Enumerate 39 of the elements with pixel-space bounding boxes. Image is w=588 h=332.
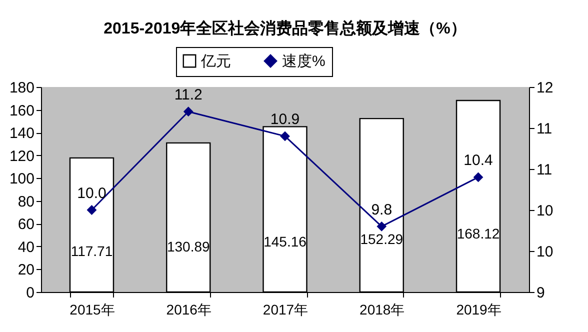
data-label: 9.8 — [371, 201, 392, 218]
point — [280, 132, 290, 141]
data-label: 10.4 — [464, 152, 493, 170]
y2-tick-label: 10 — [536, 244, 554, 260]
y2-tick-label: 12 — [536, 80, 554, 96]
data-label: 117.71 — [70, 242, 113, 259]
legend-label: 亿元 — [200, 52, 231, 70]
y-tick-label: 20 — [18, 262, 34, 279]
x-tick-label: 2018年 — [360, 302, 405, 318]
y-tick-label: 180 — [9, 80, 34, 96]
data-label: 168.12 — [456, 226, 500, 242]
x-tick-label: 2016年 — [166, 302, 212, 318]
x-tick-label: 2019年 — [456, 302, 502, 318]
y2-tick-label: 11 — [536, 162, 552, 178]
y-tick-label: 60 — [18, 216, 34, 234]
y2-tick-label: 10 — [536, 202, 554, 220]
point — [474, 172, 483, 182]
data-label: 152.29 — [360, 230, 404, 247]
chart-title: 2015-2019年全区社会消费品零售总额及增速（%） — [104, 20, 466, 38]
data-label: 145.16 — [264, 233, 307, 250]
y-tick-label: 100 — [9, 170, 34, 188]
y-tick-label: 140 — [9, 125, 34, 142]
data-label: 130.89 — [166, 238, 210, 254]
point — [184, 107, 193, 116]
point — [377, 222, 386, 231]
y-tick-label: 160 — [9, 102, 34, 120]
point — [87, 205, 96, 215]
y-tick-label: 0 — [26, 284, 34, 302]
x-tick-label: 2015年 — [70, 302, 115, 318]
x-tick-label: 2017年 — [262, 302, 308, 318]
legend-label: 速度% — [282, 52, 326, 70]
y2-tick-label: 11 — [536, 120, 552, 138]
data-label: 10.0 — [77, 185, 106, 202]
data-label: 10.9 — [270, 111, 300, 128]
y-tick-label: 40 — [18, 238, 34, 256]
y-tick-label: 80 — [18, 193, 34, 210]
data-label: 11.2 — [174, 86, 202, 104]
y2-tick-label: 9 — [536, 284, 545, 302]
y-tick-label: 120 — [9, 148, 34, 165]
